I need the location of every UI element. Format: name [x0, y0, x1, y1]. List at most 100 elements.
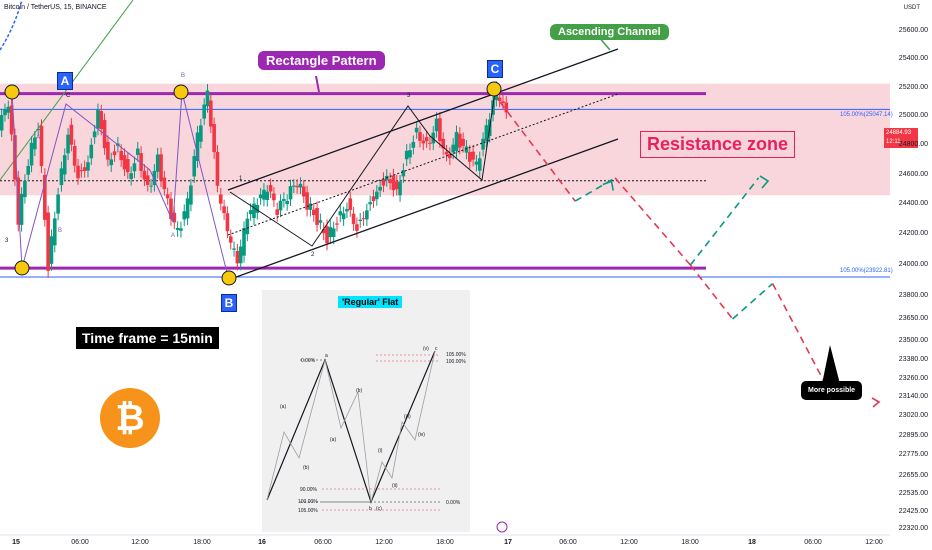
candle-body: [152, 170, 157, 186]
candle-body: [448, 154, 452, 159]
candle-body: [378, 186, 382, 191]
inset-title: 'Regular' Flat: [338, 296, 403, 308]
price-tick: 22895.00: [898, 432, 928, 439]
candle-body: [169, 198, 173, 220]
time-tick: 06:00: [804, 539, 822, 546]
candle-body: [106, 141, 110, 160]
candle-body: [149, 185, 153, 187]
inset-label: 0.00%: [301, 358, 316, 364]
inset-label: b: [369, 506, 372, 512]
projection-down-1: [499, 101, 576, 202]
price-tick: 23020.00: [898, 412, 928, 419]
candle-body: [401, 170, 406, 177]
candle-body: [165, 194, 170, 199]
candle-body: [235, 250, 240, 264]
inset-label: c: [435, 346, 438, 352]
price-tick: 25000.00: [898, 112, 928, 119]
candle-body: [338, 211, 343, 216]
inset-sub-wave: [266, 350, 436, 503]
candle-body: [375, 191, 379, 200]
candle-body: [371, 196, 376, 202]
candle-body: [381, 178, 386, 186]
candle-body: [92, 131, 97, 138]
channel-lower: [227, 138, 619, 281]
time-tick: 17: [504, 539, 512, 546]
candle-body: [205, 90, 210, 107]
symbol-header: Bitcoin / TetherUS, 15, BINANCE: [4, 4, 107, 11]
candle-body: [484, 125, 489, 141]
candle-body: [368, 202, 372, 205]
candle-body: [351, 213, 356, 225]
candle-body: [139, 153, 143, 171]
inset-label: (a): [330, 437, 336, 443]
candle-body: [192, 156, 197, 177]
pivot-marker: [486, 81, 502, 97]
candle-body: [119, 150, 123, 161]
arrow-head-up-2: [759, 175, 770, 189]
candle-body: [129, 173, 133, 180]
candle-body: [477, 158, 482, 171]
candle-body: [424, 137, 429, 142]
candle-body: [295, 185, 299, 188]
candle-body: [3, 109, 7, 116]
wave-count-label: 3: [407, 93, 411, 99]
candle-body: [26, 165, 31, 175]
wave-count-label: B: [181, 73, 185, 79]
candle-body: [228, 236, 233, 243]
price-tick: 24400.00: [898, 200, 928, 207]
inset-label: (i): [378, 448, 383, 454]
candle-body: [23, 180, 27, 198]
candle-body: [172, 212, 177, 223]
candle-body: [96, 109, 100, 129]
candle-body: [179, 228, 183, 231]
candle-body: [252, 203, 256, 219]
trend-line-green: [0, 0, 134, 181]
candle-body: [99, 111, 104, 129]
candle-body: [195, 132, 200, 161]
price-tick: 24800.00: [898, 141, 928, 148]
candle-body: [86, 162, 90, 171]
inset-label: (iv): [418, 432, 425, 438]
candle-body: [112, 151, 117, 156]
wave-a-label: A: [57, 72, 73, 90]
wave-b-label: B: [221, 294, 237, 312]
candle-body: [189, 185, 193, 205]
rectangle-label-pointer: [315, 75, 320, 93]
inset-flat-diagram: (a) (b) (c) (i) (ii) (iii) (iv) (v) a b c 0.00% 105.…: [262, 290, 470, 532]
inset-background: [262, 290, 470, 532]
time-tick: 12:00: [865, 539, 883, 546]
time-tick: 12:00: [620, 539, 638, 546]
candle-body: [159, 154, 163, 181]
candle-body: [501, 101, 505, 103]
candle-body: [122, 155, 127, 170]
candle-body: [451, 144, 455, 153]
candle-body: [66, 134, 70, 154]
candle-body: [301, 186, 306, 197]
candle-body: [458, 133, 462, 148]
candle-body: [471, 151, 475, 160]
wave-count-label: 1: [239, 176, 243, 182]
candle-body: [311, 209, 316, 215]
fib-upper-tag: 105.00%(25047.14): [840, 112, 893, 118]
resistance-zone-label: Resistance zone: [640, 131, 796, 158]
time-tick: 12:00: [375, 539, 393, 546]
candle-body: [182, 211, 187, 220]
more-possible-callout: More possible: [801, 381, 863, 400]
candle-body: [444, 151, 449, 155]
time-tick: 12:00: [131, 539, 149, 546]
time-tick: 18: [748, 539, 756, 546]
arrow-head-down: [871, 397, 881, 408]
inset-label: 105.00%: [446, 352, 466, 358]
candle-body: [394, 181, 399, 190]
price-tick: 22775.00: [898, 451, 928, 458]
candle-body: [467, 151, 472, 162]
pivot-marker: [4, 84, 20, 100]
last-price-badge: 24884.93 12:11: [884, 128, 918, 148]
candle-body: [365, 210, 369, 220]
candle-body: [155, 154, 160, 172]
candle-body: [318, 220, 323, 223]
price-tick: 22425.00: [898, 508, 928, 515]
projection-up-2: [689, 177, 760, 266]
